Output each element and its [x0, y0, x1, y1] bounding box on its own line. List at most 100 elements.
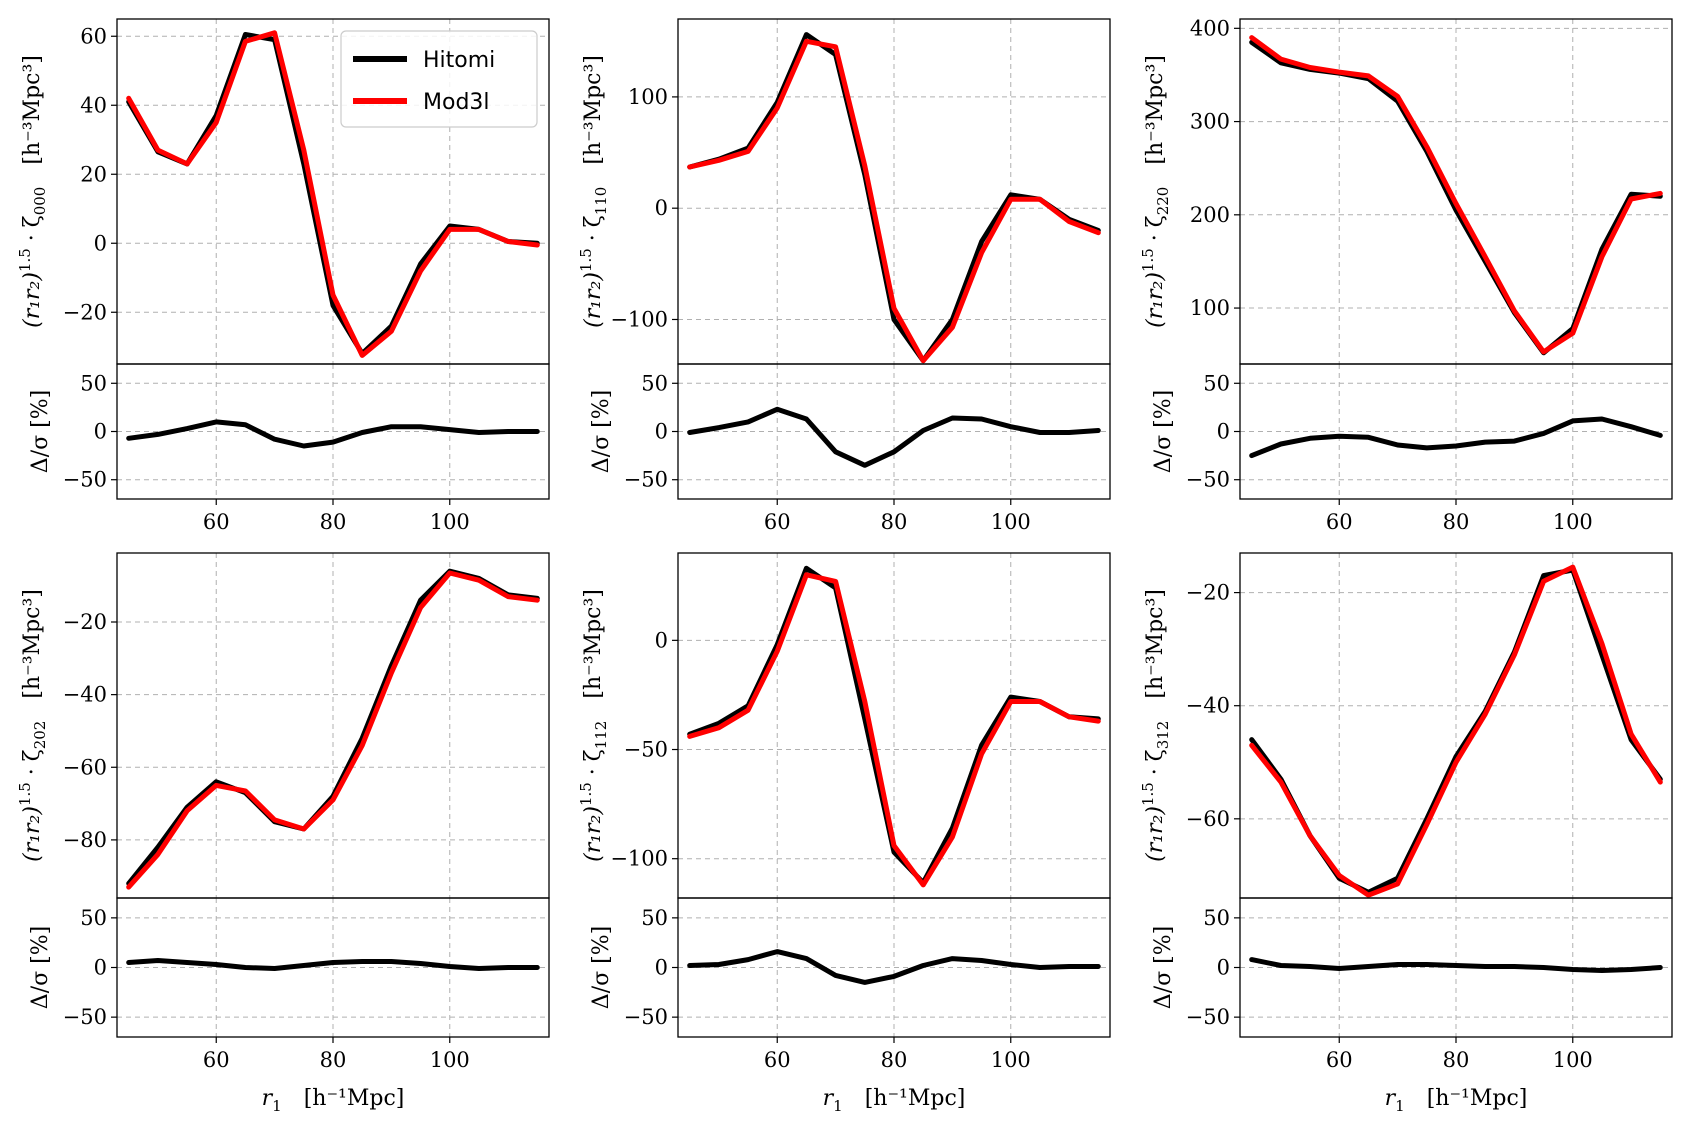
series-line-mod3l — [687, 572, 1101, 888]
ylabel-prefix: (r₁r₂) — [1143, 272, 1168, 328]
residual-y-tick-label: 0 — [1217, 420, 1230, 444]
x-tick-label: 60 — [1326, 510, 1353, 534]
ylabel-subscript: 110 — [592, 187, 610, 216]
series-line-mod3l — [687, 38, 1101, 364]
ylabel-power: 1.5 — [16, 782, 34, 806]
main-y-tick-label: 100 — [628, 85, 668, 109]
residual-y-tick-label: 0 — [94, 956, 107, 980]
ylabel-zeta: · ζ — [20, 749, 45, 782]
x-tick-label: 80 — [320, 1048, 347, 1072]
panel-000: 60 80 100 −20 0 20 40 60 −50 0 50 (r₁r₂)1.5 · ζ000 … — [16, 18, 550, 534]
ylabel-prefix: (r₁r₂) — [581, 272, 606, 328]
main-y-axis-label: (r₁r₂)1.5 · ζ112 [h⁻³Mpc³] — [577, 589, 610, 862]
residual-y-axis-label: Δ/σ [%] — [589, 926, 614, 1009]
ylabel-units: [h⁻³Mpc³] — [20, 589, 45, 721]
residual-axes-frame — [1239, 363, 1673, 500]
residual-axes-frame — [677, 897, 1111, 1038]
legend-label-hitomi: Hitomi — [423, 48, 495, 73]
main-y-tick-label: 300 — [1190, 110, 1230, 134]
main-y-tick-label: −50 — [624, 738, 668, 762]
residual-line — [687, 949, 1101, 985]
residual-y-tick-label: 50 — [641, 371, 668, 395]
residual-y-tick-label: −50 — [1186, 468, 1230, 492]
legend-label-mod3l: Mod3l — [423, 90, 490, 115]
ylabel-subscript: 000 — [31, 187, 49, 216]
x-tick-label: 80 — [1443, 510, 1470, 534]
ylabel-power: 1.5 — [16, 248, 34, 272]
main-y-tick-label: −40 — [63, 683, 107, 707]
ylabel-units: [h⁻³Mpc³] — [1143, 55, 1168, 187]
xlabel-units: [h⁻¹Mpc] — [282, 1086, 405, 1111]
main-y-tick-label: 400 — [1190, 16, 1230, 40]
residual-line — [126, 958, 540, 971]
x-tick-label: 100 — [1553, 1048, 1593, 1072]
ylabel-subscript: 112 — [592, 721, 610, 750]
main-y-tick-label: 0 — [94, 231, 107, 255]
panel-312: 60 80 100 −60 −40 −20 −50 0 50 (r₁r₂)1.5 · ζ312 [… — [1139, 552, 1673, 1115]
main-y-tick-label: 0 — [655, 196, 668, 220]
x-axis-label: r1 [h⁻¹Mpc] — [262, 1086, 405, 1115]
xlabel-sub: 1 — [833, 1097, 843, 1115]
residual-line — [126, 419, 540, 449]
panel-220: 60 80 100 100 200 300 400 −50 0 50 (r₁r₂)1.5 · ζ22… — [1139, 16, 1673, 534]
x-tick-label: 80 — [881, 510, 908, 534]
x-tick-label: 100 — [430, 1048, 470, 1072]
x-tick-label: 80 — [1443, 1048, 1470, 1072]
x-tick-label: 100 — [991, 510, 1031, 534]
ylabel-units: [h⁻³Mpc³] — [581, 55, 606, 187]
x-tick-label: 100 — [1553, 510, 1593, 534]
series-line-mod3l — [126, 570, 540, 890]
ylabel-subscript: 202 — [31, 721, 49, 750]
residual-y-axis-label: Δ/σ [%] — [589, 390, 614, 473]
ylabel-prefix: (r₁r₂) — [581, 806, 606, 862]
x-tick-label: 60 — [764, 1048, 791, 1072]
residual-y-tick-label: 0 — [655, 956, 668, 980]
legend: Hitomi Mod3l — [340, 30, 538, 128]
xlabel-sub: 1 — [1395, 1097, 1405, 1115]
main-y-tick-label: 60 — [80, 24, 107, 48]
main-y-tick-label: 40 — [80, 93, 107, 117]
residual-y-tick-label: 0 — [1217, 956, 1230, 980]
main-y-axis-label: (r₁r₂)1.5 · ζ220 [h⁻³Mpc³] — [1139, 55, 1172, 328]
x-tick-label: 80 — [320, 510, 347, 534]
residual-y-tick-label: 0 — [94, 420, 107, 444]
x-tick-label: 60 — [1326, 1048, 1353, 1072]
residual-y-tick-label: 50 — [1203, 371, 1230, 395]
residual-y-axis-label: Δ/σ [%] — [28, 390, 53, 473]
main-y-tick-label: −80 — [63, 828, 107, 852]
residual-y-tick-label: 50 — [1203, 906, 1230, 930]
x-tick-label: 100 — [991, 1048, 1031, 1072]
residual-y-tick-label: −50 — [624, 1005, 668, 1029]
main-y-axis-label: (r₁r₂)1.5 · ζ110 [h⁻³Mpc³] — [577, 55, 610, 328]
ylabel-power: 1.5 — [1139, 782, 1157, 806]
xlabel-units: [h⁻¹Mpc] — [843, 1086, 966, 1111]
x-tick-label: 60 — [203, 1048, 230, 1072]
ylabel-zeta: · ζ — [1143, 215, 1168, 248]
ylabel-units: [h⁻³Mpc³] — [581, 589, 606, 721]
residual-y-tick-label: −50 — [1186, 1005, 1230, 1029]
ylabel-units: [h⁻³Mpc³] — [20, 55, 45, 187]
main-y-tick-label: 20 — [80, 162, 107, 186]
residual-y-axis-label: Δ/σ [%] — [1151, 926, 1176, 1009]
main-y-tick-label: −20 — [1186, 581, 1230, 605]
residual-line — [687, 406, 1101, 468]
residual-axes-frame — [116, 897, 550, 1038]
panel-112: 60 80 100 −100 −50 0 −50 0 50 (r₁r₂)1.5 · ζ112 [h… — [577, 552, 1111, 1115]
residual-y-axis-label: Δ/σ [%] — [28, 926, 53, 1009]
xlabel-main: r — [823, 1086, 835, 1111]
residual-y-tick-label: 50 — [641, 906, 668, 930]
ylabel-zeta: · ζ — [1143, 749, 1168, 782]
residual-y-tick-label: 0 — [655, 420, 668, 444]
main-y-tick-label: −20 — [63, 300, 107, 324]
x-tick-label: 80 — [881, 1048, 908, 1072]
series-line-mod3l — [1249, 564, 1663, 898]
residual-y-tick-label: −50 — [63, 1005, 107, 1029]
ylabel-prefix: (r₁r₂) — [20, 272, 45, 328]
xlabel-units: [h⁻¹Mpc] — [1405, 1086, 1528, 1111]
xlabel-main: r — [1385, 1086, 1397, 1111]
main-y-tick-label: −60 — [63, 755, 107, 779]
xlabel-main: r — [262, 1086, 274, 1111]
ylabel-units: [h⁻³Mpc³] — [1143, 589, 1168, 721]
residual-axes-frame — [1239, 897, 1673, 1038]
